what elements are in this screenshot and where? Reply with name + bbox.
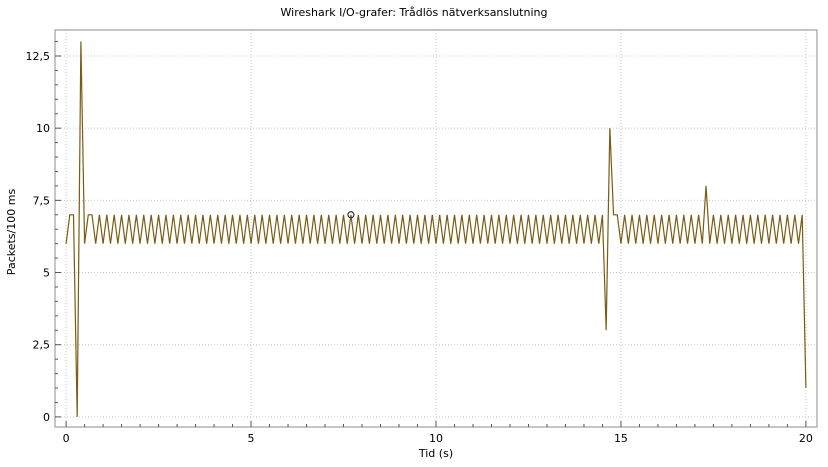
tick-labels: 0 5 10 15 20 0 2,5 5 7,5 10 12,5 — [26, 50, 813, 445]
y-tick-label: 2,5 — [33, 339, 51, 352]
y-tick-label: 7,5 — [33, 194, 51, 207]
grid-lines — [55, 30, 817, 427]
chart-title: Wireshark I/O-grafer: Trådlös nätverksan… — [281, 6, 548, 19]
series-line-group — [65, 41, 807, 417]
x-tick-label: 5 — [248, 432, 255, 445]
x-tick-label: 20 — [799, 432, 813, 445]
axis-ticks — [55, 41, 807, 427]
selection-marker[interactable] — [347, 211, 355, 219]
y-tick-label: 12,5 — [26, 50, 51, 63]
x-tick-label: 0 — [63, 432, 70, 445]
x-axis-label: Tid (s) — [418, 447, 453, 460]
y-tick-label: 10 — [36, 122, 50, 135]
series-line — [65, 41, 807, 417]
x-tick-label: 15 — [614, 432, 628, 445]
x-tick-label: 10 — [429, 432, 443, 445]
y-tick-label: 5 — [43, 267, 50, 280]
y-axis-label: Packets/100 ms — [5, 189, 18, 276]
y-tick-label: 0 — [43, 411, 50, 424]
